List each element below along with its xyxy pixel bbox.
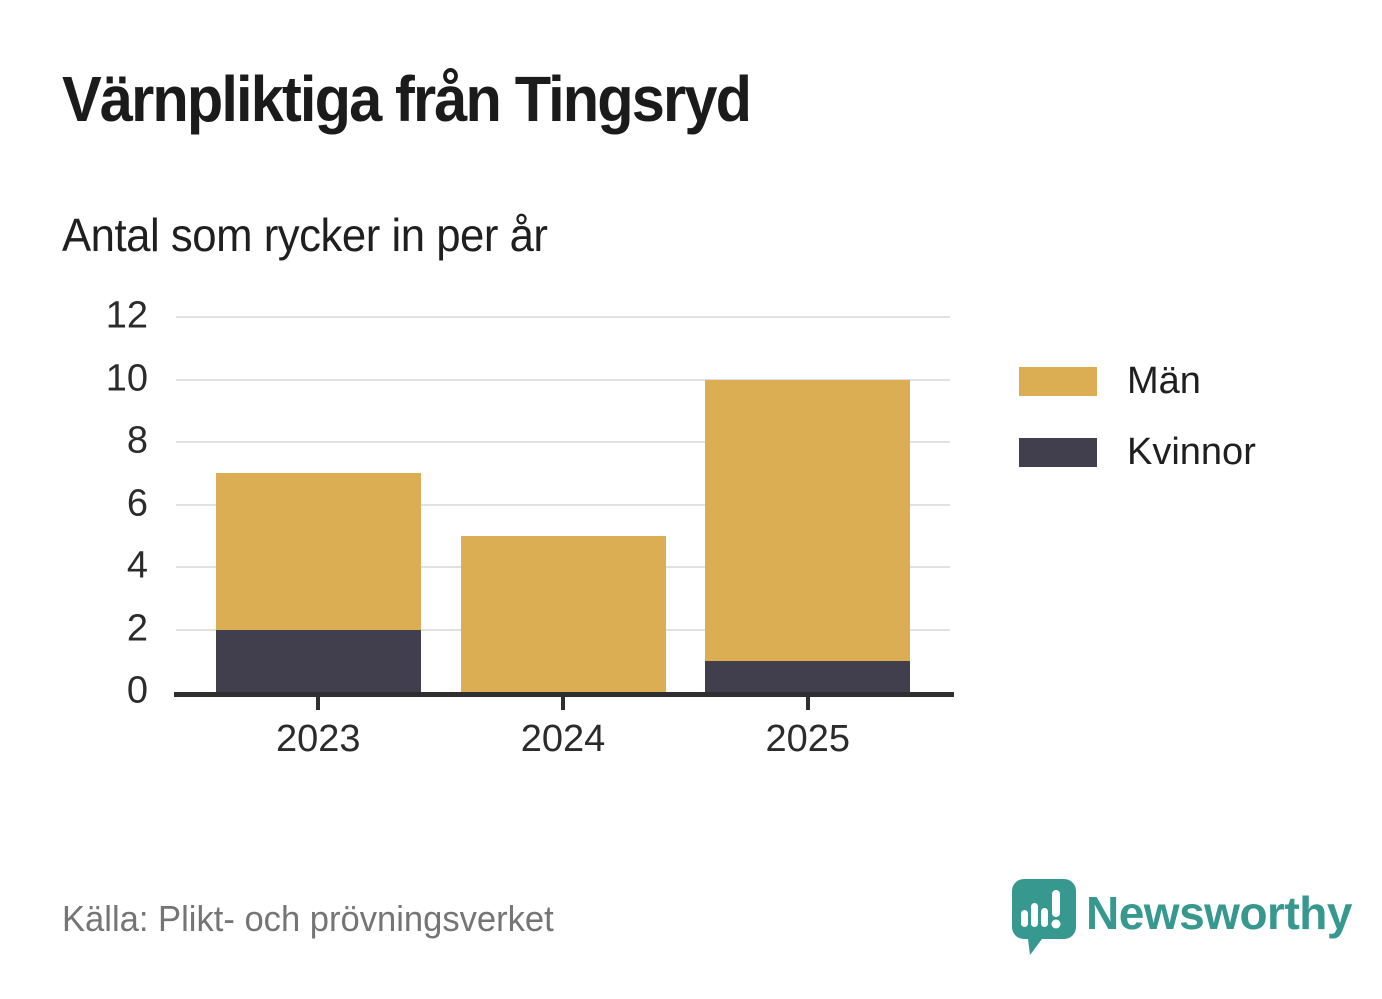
brand-wordmark: Newsworthy <box>1086 887 1352 939</box>
legend-item-women: Kvinnor <box>1019 431 1256 474</box>
x-tick-mark-2023 <box>316 697 321 710</box>
source-note: Källa: Plikt- och prövningsverket <box>62 898 554 939</box>
legend: Män Kvinnor <box>1019 360 1256 474</box>
bar-segment-män-2023 <box>215 473 421 630</box>
brand-footer: Newsworthy <box>1012 879 1352 959</box>
legend-swatch-men <box>1019 367 1097 396</box>
chart-subtitle: Antal som rycker in per år <box>62 209 548 261</box>
plot-area <box>176 316 950 692</box>
y-tick-label-12: 12 <box>105 294 148 337</box>
bar-segment-kvinnor-2025 <box>705 660 911 692</box>
y-tick-label-10: 10 <box>105 357 148 400</box>
newsworthy-logo-icon <box>1012 879 1076 955</box>
gridline-y8 <box>176 441 950 443</box>
x-tick-label-2023: 2023 <box>275 718 361 760</box>
legend-label-men: Män <box>1127 360 1201 402</box>
y-tick-label-0: 0 <box>126 669 148 712</box>
gridline-y10 <box>176 378 950 381</box>
gridline-y12 <box>176 316 950 318</box>
x-tick-label-2025: 2025 <box>765 718 851 760</box>
y-tick-label-4: 4 <box>126 544 148 587</box>
legend-swatch-women <box>1019 438 1097 467</box>
gridline-y6 <box>176 503 950 506</box>
y-tick-label-8: 8 <box>126 419 148 462</box>
bar-segment-kvinnor-2023 <box>215 629 421 692</box>
legend-label-women: Kvinnor <box>1127 431 1256 473</box>
chart-title: Värnpliktiga från Tingsryd <box>62 63 752 135</box>
y-tick-label-2: 2 <box>126 607 148 650</box>
legend-item-men: Män <box>1019 360 1256 403</box>
y-tick-label-6: 6 <box>126 482 148 525</box>
bar-segment-män-2024 <box>460 535 666 692</box>
x-tick-mark-2024 <box>561 697 565 710</box>
x-tick-label-2024: 2024 <box>520 718 606 760</box>
bar-segment-män-2025 <box>705 379 911 661</box>
x-axis-line <box>174 692 954 697</box>
x-tick-mark-2025 <box>805 697 810 710</box>
